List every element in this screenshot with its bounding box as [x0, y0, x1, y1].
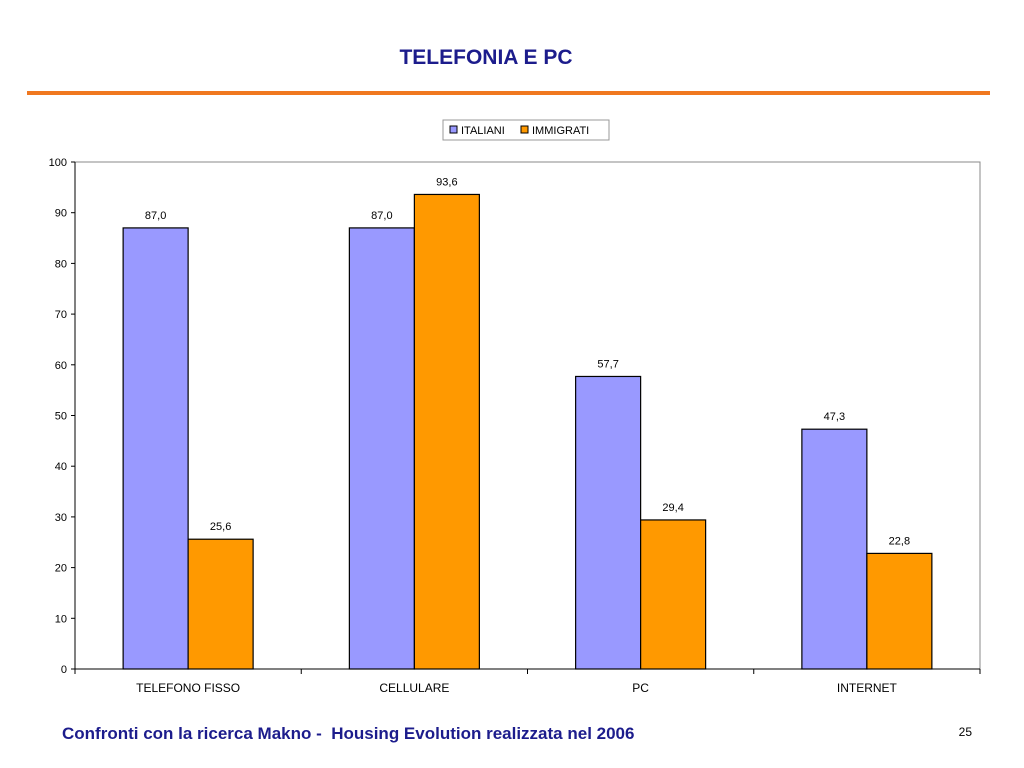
bar-immigrati — [413, 193, 480, 670]
y-tick-label: 70 — [55, 309, 67, 321]
y-tick-label: 10 — [55, 613, 67, 625]
y-tick-label: 0 — [61, 664, 67, 676]
legend-swatch-italiani — [449, 125, 458, 134]
legend-label-italiani: ITALIANI — [461, 125, 505, 137]
bar-immigrati — [187, 538, 254, 670]
x-tick-label: INTERNET — [837, 681, 898, 695]
data-label: 87,0 — [145, 210, 166, 222]
y-tick-label: 50 — [55, 411, 67, 423]
bar-immigrati — [866, 552, 933, 670]
bar-italiani — [122, 227, 189, 670]
y-tick-label: 100 — [49, 157, 67, 169]
page-number: 25 — [958, 725, 972, 739]
footer-source-note: Confronti con la ricerca Makno - Housing… — [62, 724, 635, 743]
bar-italiani — [348, 227, 415, 670]
title-divider — [27, 91, 990, 95]
legend-label-immigrati: IMMIGRATI — [532, 125, 589, 137]
y-tick-label: 80 — [55, 258, 67, 270]
x-tick-label: PC — [632, 681, 649, 695]
y-tick-label: 90 — [55, 208, 67, 220]
y-tick-label: 40 — [55, 461, 67, 473]
y-tick-label: 30 — [55, 512, 67, 524]
legend-swatch-immigrati — [520, 125, 529, 134]
data-label: 22,8 — [889, 535, 910, 547]
data-label: 29,4 — [662, 502, 683, 514]
slide-title: TELEFONIA E PC — [399, 46, 573, 69]
y-tick-label: 60 — [55, 360, 67, 372]
chart-legend: ITALIANI IMMIGRATI — [442, 119, 610, 141]
x-tick-label: TELEFONO FISSO — [136, 681, 240, 695]
y-tick-label: 20 — [55, 563, 67, 575]
data-label: 25,6 — [210, 521, 231, 533]
data-label: 57,7 — [597, 358, 618, 370]
bar-immigrati — [640, 519, 707, 670]
bar-italiani — [575, 375, 642, 670]
data-label: 47,3 — [824, 411, 845, 423]
x-tick-label: CELLULARE — [379, 681, 449, 695]
data-label: 93,6 — [436, 176, 457, 188]
data-label: 87,0 — [371, 210, 392, 222]
bar-italiani — [801, 428, 868, 670]
